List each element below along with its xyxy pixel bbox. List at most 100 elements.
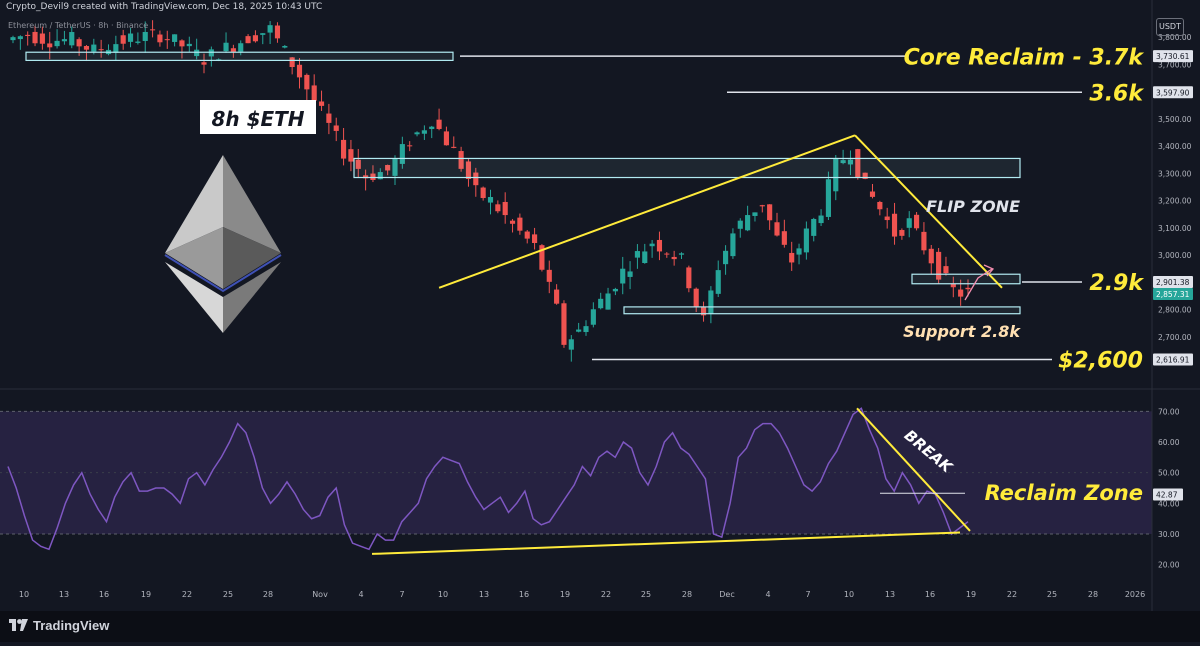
price-label-box [1153, 276, 1193, 289]
date-tick-label: 19 [966, 590, 976, 599]
candle-body [399, 144, 405, 164]
date-tick-label: 16 [925, 590, 935, 599]
title-box [200, 100, 316, 134]
candle-body [517, 217, 523, 231]
candle-body [238, 43, 244, 52]
date-tick-label: 16 [99, 590, 109, 599]
date-tick-label: 2026 [1125, 590, 1145, 599]
date-tick-label: 22 [1007, 590, 1017, 599]
ethereum-logo-facet [223, 227, 281, 289]
candle-body [598, 298, 604, 309]
candle-body [891, 213, 898, 237]
rsi-annotation: Reclaim Zone [985, 481, 1143, 505]
candle-body [377, 172, 383, 180]
candle-body [847, 159, 854, 165]
date-tick-label: 4 [358, 590, 363, 599]
date-tick-label: 10 [844, 590, 854, 599]
candle-body [649, 243, 655, 247]
candle-body [656, 239, 663, 252]
candle-body [296, 64, 303, 78]
candle-body [355, 159, 361, 169]
candle-body [936, 251, 942, 280]
candle-body [664, 253, 670, 255]
price-label-box [1153, 50, 1193, 63]
candle-body [840, 160, 846, 164]
candle-body [767, 204, 773, 221]
candle-body [91, 44, 97, 52]
candle-body [532, 234, 538, 244]
candle-body [487, 197, 494, 203]
rsi-tick-label: 70.00 [1158, 407, 1180, 416]
candle-body [267, 25, 273, 33]
candle-body [304, 74, 310, 90]
candle-body [98, 49, 104, 51]
date-tick-label: 10 [19, 590, 29, 599]
candle-body [363, 175, 369, 179]
candle-body [803, 228, 809, 253]
candle-body [877, 201, 883, 210]
rsi-value-label-box [1153, 488, 1183, 501]
price-tick-label: 3,700.00 [1158, 60, 1192, 69]
date-tick-label: 22 [601, 590, 611, 599]
ethereum-logo-accent [164, 254, 282, 293]
symbol-label[interactable]: Ethereum / TetherUS · 8h · Binance [8, 21, 149, 30]
triangle-trendline [438, 134, 856, 289]
candle-body [958, 289, 964, 297]
candle-body [230, 48, 236, 52]
candle-body [737, 220, 743, 229]
price-tick-label: 3,200.00 [1158, 197, 1192, 206]
candle-body [818, 215, 824, 224]
candle-body [318, 101, 325, 106]
chart-annotation: 2.9k [1089, 271, 1144, 296]
candle-body [443, 131, 449, 146]
candle-body [502, 201, 508, 216]
candle-body [884, 216, 890, 221]
rsi-tick-label: 40.00 [1158, 499, 1180, 508]
chart-annotation: FLIP ZONE [926, 197, 1020, 216]
candle-body [179, 40, 185, 47]
candle-body [752, 212, 758, 216]
date-tick-label: 28 [263, 590, 273, 599]
candle-body [150, 29, 156, 31]
chart-title: 8h $ETH [211, 107, 304, 131]
ethereum-logo-facet [165, 262, 223, 333]
candle-body [715, 270, 721, 294]
date-tick-label: 19 [141, 590, 151, 599]
candle-body [458, 151, 464, 169]
candle-body [274, 25, 281, 39]
candle-body [333, 125, 339, 131]
candle-body [39, 33, 45, 44]
candle-body [965, 287, 971, 290]
candle-body [54, 40, 60, 47]
tradingview-logo[interactable]: TradingView [9, 618, 109, 633]
date-tick-label: 25 [223, 590, 233, 599]
date-tick-label: 25 [1047, 590, 1057, 599]
candle-body [414, 132, 420, 135]
candle-body [135, 41, 141, 43]
date-tick-label: 22 [182, 590, 192, 599]
candle-body [943, 266, 949, 274]
triangle-trendline [854, 134, 1003, 289]
ethereum-logo-facet [223, 155, 281, 253]
candle-body [561, 303, 567, 345]
ethereum-logo-facet [165, 227, 223, 289]
candle-body [914, 214, 920, 229]
projection-arrow [964, 268, 993, 301]
candle-body [568, 339, 574, 350]
candle-body [730, 233, 736, 257]
candle-body [289, 57, 295, 67]
date-tick-label: 13 [479, 590, 489, 599]
rsi-value-label: 42.87 [1156, 491, 1178, 500]
candle-body [473, 172, 479, 186]
date-tick-label: 28 [682, 590, 692, 599]
chart-annotation: $2,600 [1058, 348, 1143, 373]
candle-body [686, 267, 692, 289]
currency-label[interactable]: USDT [1156, 18, 1184, 36]
price-tick-label: 3,500.00 [1158, 115, 1192, 124]
ethereum-logo-facet [223, 262, 281, 333]
candle-body [83, 46, 90, 50]
candle-body [950, 283, 956, 288]
candle-body [245, 36, 251, 44]
candle-body [583, 326, 589, 333]
candle-body [833, 157, 839, 192]
